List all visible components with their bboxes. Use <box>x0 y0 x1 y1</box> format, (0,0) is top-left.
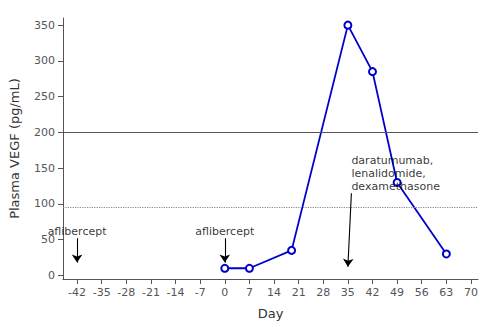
svg-text:daratumumab,: daratumumab, <box>351 154 433 167</box>
svg-text:Plasma VEGF (pg/mL): Plasma VEGF (pg/mL) <box>7 78 22 219</box>
svg-text:350: 350 <box>34 19 55 32</box>
svg-text:aflibercept: aflibercept <box>195 225 255 238</box>
svg-text:250: 250 <box>34 90 55 103</box>
svg-text:56: 56 <box>415 286 429 299</box>
svg-text:-42: -42 <box>68 286 86 299</box>
svg-text:aflibercept: aflibercept <box>48 225 108 238</box>
svg-text:50: 50 <box>41 233 55 247</box>
svg-text:200: 200 <box>34 126 55 139</box>
svg-text:0: 0 <box>221 286 228 299</box>
svg-text:lenalidomide,: lenalidomide, <box>351 167 425 180</box>
svg-text:42: 42 <box>365 286 379 299</box>
svg-text:-21: -21 <box>142 286 160 299</box>
svg-text:Day: Day <box>258 306 284 321</box>
svg-text:-35: -35 <box>93 286 111 299</box>
svg-text:70: 70 <box>464 286 478 299</box>
svg-text:0: 0 <box>48 269 55 282</box>
svg-text:100: 100 <box>34 197 55 210</box>
svg-text:150: 150 <box>34 162 55 175</box>
svg-text:35: 35 <box>341 286 355 299</box>
svg-text:-28: -28 <box>117 286 135 299</box>
svg-text:-14: -14 <box>167 286 185 299</box>
svg-text:dexamethasone: dexamethasone <box>351 180 440 193</box>
svg-text:63: 63 <box>439 286 453 299</box>
svg-text:21: 21 <box>292 286 306 299</box>
svg-text:300: 300 <box>34 54 55 67</box>
svg-text:-7: -7 <box>195 286 206 299</box>
svg-text:28: 28 <box>316 286 330 299</box>
svg-text:14: 14 <box>267 286 281 299</box>
svg-text:49: 49 <box>390 286 404 299</box>
svg-text:7: 7 <box>246 286 253 299</box>
